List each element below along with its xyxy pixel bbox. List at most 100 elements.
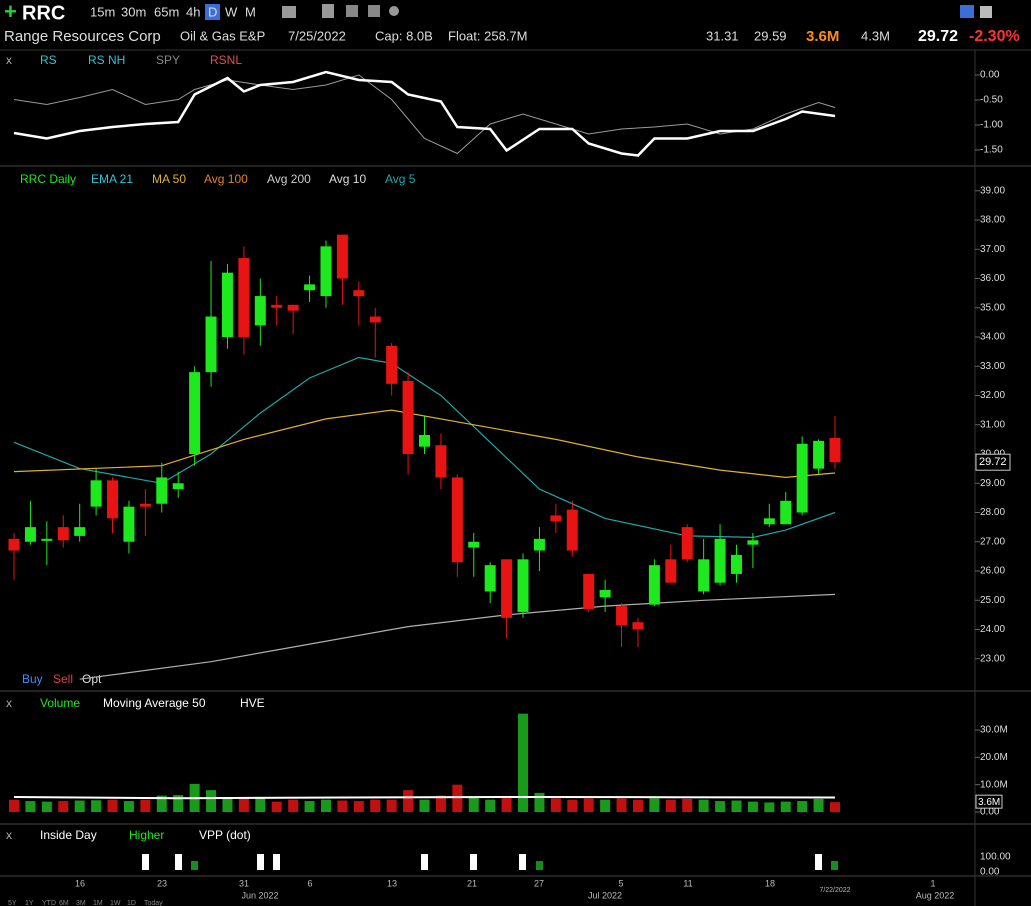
- range-button[interactable]: Today: [144, 900, 163, 906]
- x-tick-label: 7/22/2022: [819, 887, 850, 894]
- candle-body: [681, 527, 693, 560]
- legend-item[interactable]: x: [6, 696, 12, 710]
- volume-bar: [830, 802, 840, 812]
- volume-bar: [797, 801, 808, 812]
- candle-body: [517, 559, 529, 612]
- float: Float: 258.7M: [448, 28, 528, 43]
- volume-bar: [173, 795, 184, 812]
- y-tick-label: 39.00: [980, 185, 1005, 196]
- volume-bar: [452, 784, 463, 812]
- icon[interactable]: [322, 4, 334, 18]
- volume-bar: [600, 799, 611, 812]
- icon[interactable]: [980, 6, 992, 18]
- range-button[interactable]: 6M: [59, 900, 69, 906]
- legend-item[interactable]: Avg 100: [204, 172, 248, 186]
- legend-item[interactable]: Inside Day: [40, 828, 97, 842]
- x-tick-label: Jul 2022: [588, 890, 622, 900]
- range-button[interactable]: 1Y: [25, 900, 34, 906]
- volume-bar: [222, 796, 233, 812]
- legend-item[interactable]: Higher: [129, 828, 164, 842]
- timeframe-active: [205, 4, 220, 20]
- timeframe[interactable]: M: [245, 4, 256, 19]
- y-tick-label: 24.00: [980, 624, 1005, 635]
- legend-item[interactable]: x: [6, 828, 12, 842]
- volume-bar: [731, 800, 742, 812]
- change: -2.30%: [969, 28, 1020, 45]
- range-button[interactable]: 1M: [93, 900, 103, 906]
- volume-bar: [156, 795, 167, 812]
- timeframe[interactable]: D: [208, 4, 217, 19]
- timeframe[interactable]: 30m: [121, 4, 146, 19]
- x-tick-label: 16: [75, 878, 85, 888]
- range-button[interactable]: YTD: [42, 900, 56, 906]
- legend-item[interactable]: Volume: [40, 696, 80, 710]
- candle-body: [271, 304, 283, 308]
- inside-day-bar: [519, 854, 526, 870]
- y-tick-label: 25.00: [980, 595, 1005, 606]
- candle-body: [616, 606, 628, 626]
- range-button[interactable]: 1W: [110, 900, 121, 906]
- volume-bar: [665, 799, 676, 812]
- candle-body: [780, 500, 792, 525]
- y-tick-label: 37.00: [980, 244, 1005, 255]
- timeframe[interactable]: W: [225, 4, 238, 19]
- icon[interactable]: [368, 5, 380, 17]
- volume-bar: [501, 796, 512, 812]
- candle-body: [698, 559, 710, 592]
- candle-body: [172, 483, 184, 490]
- range-button[interactable]: 3M: [76, 900, 86, 906]
- legend-item[interactable]: RSNL: [210, 53, 242, 67]
- candle-body: [369, 316, 381, 323]
- inside-day-bar: [470, 854, 477, 870]
- volume-bar: [25, 801, 36, 812]
- legend-item[interactable]: Buy: [22, 672, 43, 686]
- volume-bar: [485, 799, 496, 812]
- legend-item[interactable]: Avg 10: [329, 172, 366, 186]
- candle-body: [714, 538, 726, 583]
- volume-bar: [9, 799, 19, 812]
- legend-item[interactable]: Avg 200: [267, 172, 311, 186]
- toolbar-icons: [282, 4, 992, 18]
- legend-item[interactable]: RRC Daily: [20, 172, 76, 186]
- timeframe[interactable]: 65m: [154, 4, 179, 19]
- y-tick-label: 10.0M: [980, 779, 1008, 790]
- candle-body: [336, 234, 348, 279]
- legend-item[interactable]: Opt: [82, 672, 102, 686]
- legend-item[interactable]: RS: [40, 53, 57, 67]
- timeframe[interactable]: 15m: [90, 4, 115, 19]
- legend-item[interactable]: MA 50: [152, 172, 186, 186]
- add-icon[interactable]: +: [4, 0, 17, 24]
- legend-item[interactable]: x: [6, 53, 12, 67]
- legend-item[interactable]: VPP (dot): [199, 828, 251, 842]
- line: [13, 70, 836, 157]
- legend-item[interactable]: HVE: [240, 696, 265, 710]
- candle-body: [501, 559, 513, 618]
- icon[interactable]: [282, 6, 296, 18]
- icon[interactable]: [346, 5, 358, 17]
- volume-bar: [435, 795, 446, 812]
- legend-item[interactable]: Avg 5: [385, 172, 416, 186]
- volume-bar: [682, 798, 693, 812]
- candle-body: [57, 527, 69, 541]
- timeframe[interactable]: 4h: [186, 4, 200, 19]
- volume-tag-label: 3.6M: [978, 797, 1000, 808]
- range-button[interactable]: 1D: [127, 900, 136, 906]
- x-tick-label: Aug 2022: [916, 890, 955, 900]
- icon[interactable]: [960, 5, 974, 18]
- symbol[interactable]: RRC: [22, 2, 65, 24]
- volume-bar: [468, 796, 479, 812]
- legend-item[interactable]: EMA 21: [91, 172, 133, 186]
- legend-item[interactable]: SPY: [156, 53, 180, 67]
- legend-item[interactable]: RS NH: [88, 53, 125, 67]
- icon[interactable]: [389, 6, 399, 16]
- price-tag-label: 29.72: [979, 456, 1007, 468]
- legend-item[interactable]: Sell: [53, 672, 73, 686]
- inside-day-bar: [273, 854, 280, 870]
- legend-item[interactable]: Moving Average 50: [103, 696, 206, 710]
- candle-body: [451, 477, 463, 563]
- candle-body: [468, 541, 480, 548]
- candle-body: [24, 527, 36, 542]
- range-button[interactable]: 5Y: [8, 900, 17, 906]
- higher-bar: [831, 861, 838, 870]
